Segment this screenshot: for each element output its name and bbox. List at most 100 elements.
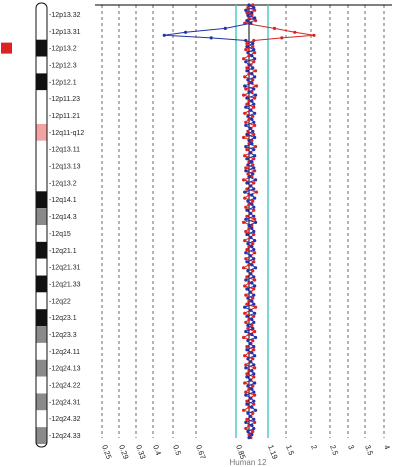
chromosome-band xyxy=(36,39,47,57)
chromosome-band xyxy=(36,123,47,141)
data-point xyxy=(250,245,254,249)
data-point xyxy=(253,57,257,61)
data-point xyxy=(245,232,249,237)
data-point xyxy=(243,305,247,309)
data-point xyxy=(253,381,257,385)
data-point xyxy=(249,308,253,312)
data-point xyxy=(245,132,249,137)
band-label: -12p11.21 xyxy=(49,113,80,120)
data-point xyxy=(249,108,253,112)
chromosome-band xyxy=(36,292,47,310)
band-label: -12q14.3 xyxy=(49,214,77,221)
data-point xyxy=(244,123,248,127)
chromosome-band xyxy=(36,225,47,242)
data-point xyxy=(251,78,255,82)
data-point xyxy=(243,75,247,79)
data-point xyxy=(242,266,246,270)
data-point xyxy=(242,178,246,182)
data-point xyxy=(252,287,256,291)
data-point xyxy=(252,48,256,52)
data-point xyxy=(251,411,255,415)
band-label: -12q24.31 xyxy=(49,399,81,406)
data-point xyxy=(245,208,249,212)
band-label: -12q15 xyxy=(49,231,71,238)
data-point xyxy=(254,266,258,270)
x-tick-label: 1.5 xyxy=(284,444,296,457)
band-label: -12p13.32 xyxy=(49,12,81,19)
data-point xyxy=(253,16,257,20)
data-point xyxy=(252,181,256,185)
data-point xyxy=(252,208,256,212)
chromosome-band xyxy=(36,342,47,360)
data-point xyxy=(245,375,249,379)
data-point xyxy=(250,369,254,373)
data-point xyxy=(252,426,256,431)
data-point xyxy=(246,296,250,300)
data-point xyxy=(244,229,248,234)
data-point xyxy=(249,184,253,188)
series-line xyxy=(164,4,257,438)
data-point xyxy=(251,326,255,331)
data-point xyxy=(247,387,251,391)
data-point xyxy=(252,372,256,376)
data-point xyxy=(251,45,255,49)
data-point xyxy=(250,99,254,103)
data-point xyxy=(251,163,255,167)
data-point xyxy=(244,251,248,255)
band-label: -12q21.31 xyxy=(49,265,81,272)
data-point xyxy=(246,323,250,327)
data-point xyxy=(253,75,257,79)
chromosome-band xyxy=(36,393,47,411)
data-point xyxy=(247,54,251,58)
chromosome-band xyxy=(36,174,47,192)
data-point xyxy=(253,329,257,334)
data-point xyxy=(253,169,257,173)
data-point xyxy=(252,399,256,403)
data-point xyxy=(242,335,246,340)
data-point xyxy=(247,16,251,20)
data-point xyxy=(246,411,250,415)
data-point xyxy=(246,172,250,176)
x-tick-label: 0.29 xyxy=(117,444,130,461)
data-point xyxy=(245,187,249,191)
band-label: -12q13.13 xyxy=(49,164,81,171)
data-point xyxy=(244,38,248,43)
data-point xyxy=(251,172,255,176)
data-point xyxy=(252,348,256,352)
data-point xyxy=(250,226,254,230)
chromosome-band xyxy=(36,359,47,377)
data-point xyxy=(247,226,251,230)
data-point xyxy=(251,114,255,118)
x-tick-label: 0.4 xyxy=(151,444,163,457)
data-point xyxy=(252,248,256,252)
data-point xyxy=(252,363,256,367)
data-point xyxy=(253,217,257,221)
data-point xyxy=(312,33,316,37)
data-point xyxy=(243,190,247,194)
data-point xyxy=(245,260,249,264)
data-point xyxy=(252,257,256,261)
data-point xyxy=(244,329,248,334)
data-point xyxy=(223,26,227,30)
data-point xyxy=(250,323,254,327)
x-axis-label: Human 12 xyxy=(230,458,267,467)
band-label: -12q13.11 xyxy=(49,147,80,154)
data-point xyxy=(252,345,256,349)
data-point xyxy=(248,414,252,418)
band-label: -12p13.2 xyxy=(49,46,77,53)
band-label: -12p11.23 xyxy=(49,96,80,103)
data-point xyxy=(245,96,249,100)
data-point xyxy=(244,363,248,367)
chromosome-band xyxy=(36,309,47,327)
chromosome-band xyxy=(36,241,47,259)
data-point xyxy=(248,211,252,215)
band-label: -12q22 xyxy=(49,298,71,305)
data-point xyxy=(243,84,247,88)
data-point xyxy=(243,284,247,288)
data-point xyxy=(254,19,258,23)
x-tick-label: 1.19 xyxy=(266,444,279,461)
data-point xyxy=(245,248,249,252)
data-point xyxy=(251,66,255,70)
chromosome-band xyxy=(36,376,47,394)
data-point xyxy=(254,408,258,412)
